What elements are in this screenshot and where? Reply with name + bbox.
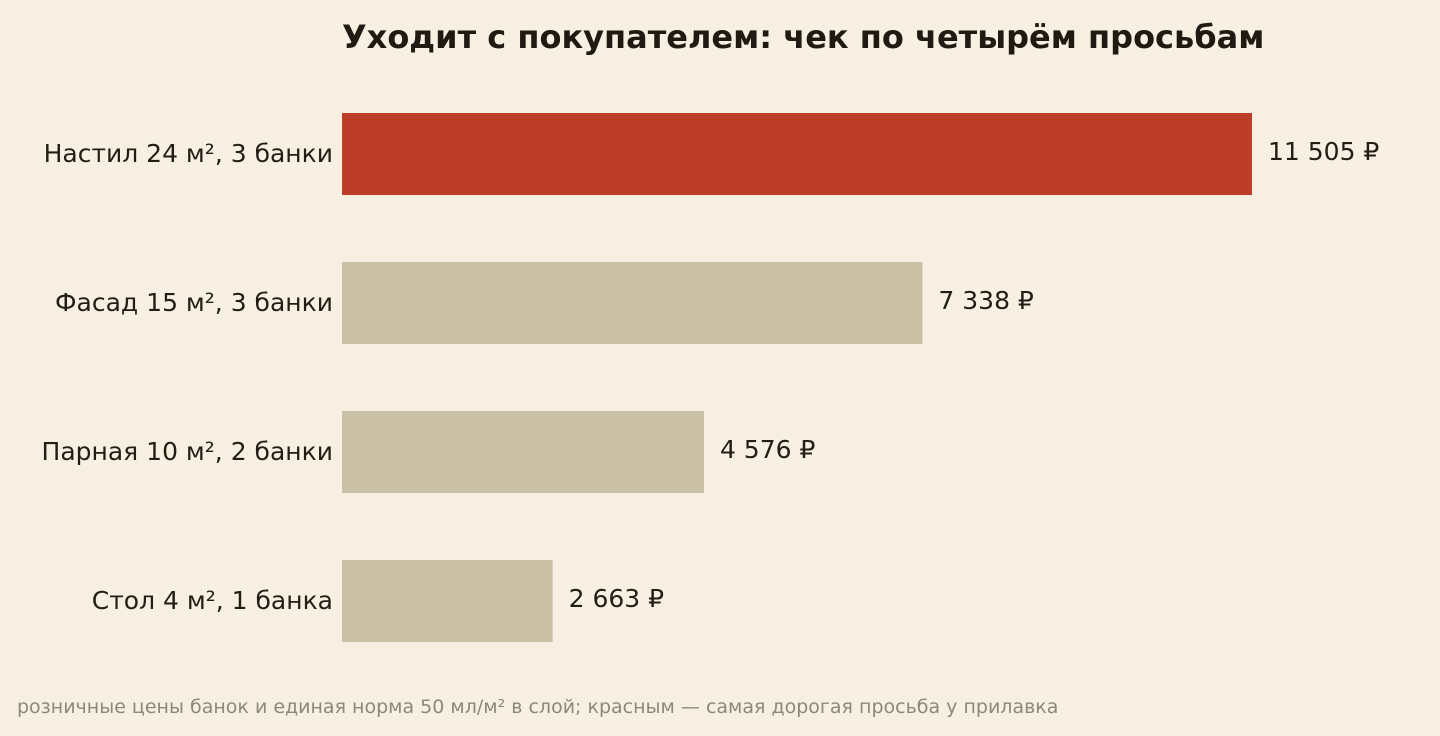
category-label-3: Парная 10 м², 2 банки	[42, 437, 333, 466]
chart-footnote: розничные цены банок и единая норма 50 м…	[17, 696, 1059, 718]
category-label-1: Настил 24 м², 3 банки	[44, 139, 333, 168]
bar-1	[342, 113, 1252, 195]
value-label-4: 2 663 ₽	[569, 584, 665, 613]
value-label-1: 11 505 ₽	[1268, 137, 1379, 166]
bar-3	[342, 411, 704, 493]
category-label-2: Фасад 15 м², 3 банки	[55, 288, 333, 317]
bar-4	[342, 560, 553, 642]
chart-title: Уходит с покупателем: чек по четырём про…	[342, 18, 1265, 56]
value-label-2: 7 338 ₽	[938, 286, 1034, 315]
category-label-4: Стол 4 м², 1 банка	[92, 586, 333, 615]
bar-2	[342, 262, 923, 344]
value-label-3: 4 576 ₽	[720, 435, 816, 464]
